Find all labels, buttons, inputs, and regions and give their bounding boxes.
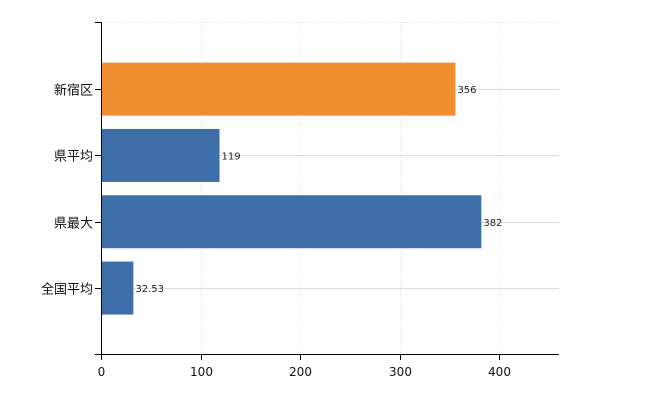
data-label: 356 — [457, 85, 476, 96]
category-label: 全国平均 — [41, 282, 93, 298]
x-tick-label: 200 — [289, 365, 312, 379]
bars — [101, 62, 482, 315]
category-label: 県平均 — [54, 150, 93, 165]
data-label: 32.53 — [135, 284, 164, 295]
x-tick-label: 400 — [488, 365, 511, 379]
bar — [101, 261, 134, 315]
bar — [101, 195, 482, 249]
x-tick-label: 300 — [389, 365, 412, 379]
bar — [101, 62, 456, 116]
tick-marks — [95, 22, 500, 360]
bar — [101, 128, 220, 182]
data-label: 119 — [221, 151, 240, 162]
category-label: 新宿区 — [54, 83, 93, 99]
axes — [101, 22, 559, 355]
x-tick-label: 100 — [190, 365, 213, 379]
data-label: 382 — [483, 218, 502, 229]
x-tick-label: 0 — [98, 365, 106, 379]
category-label: 県最大 — [54, 217, 93, 232]
